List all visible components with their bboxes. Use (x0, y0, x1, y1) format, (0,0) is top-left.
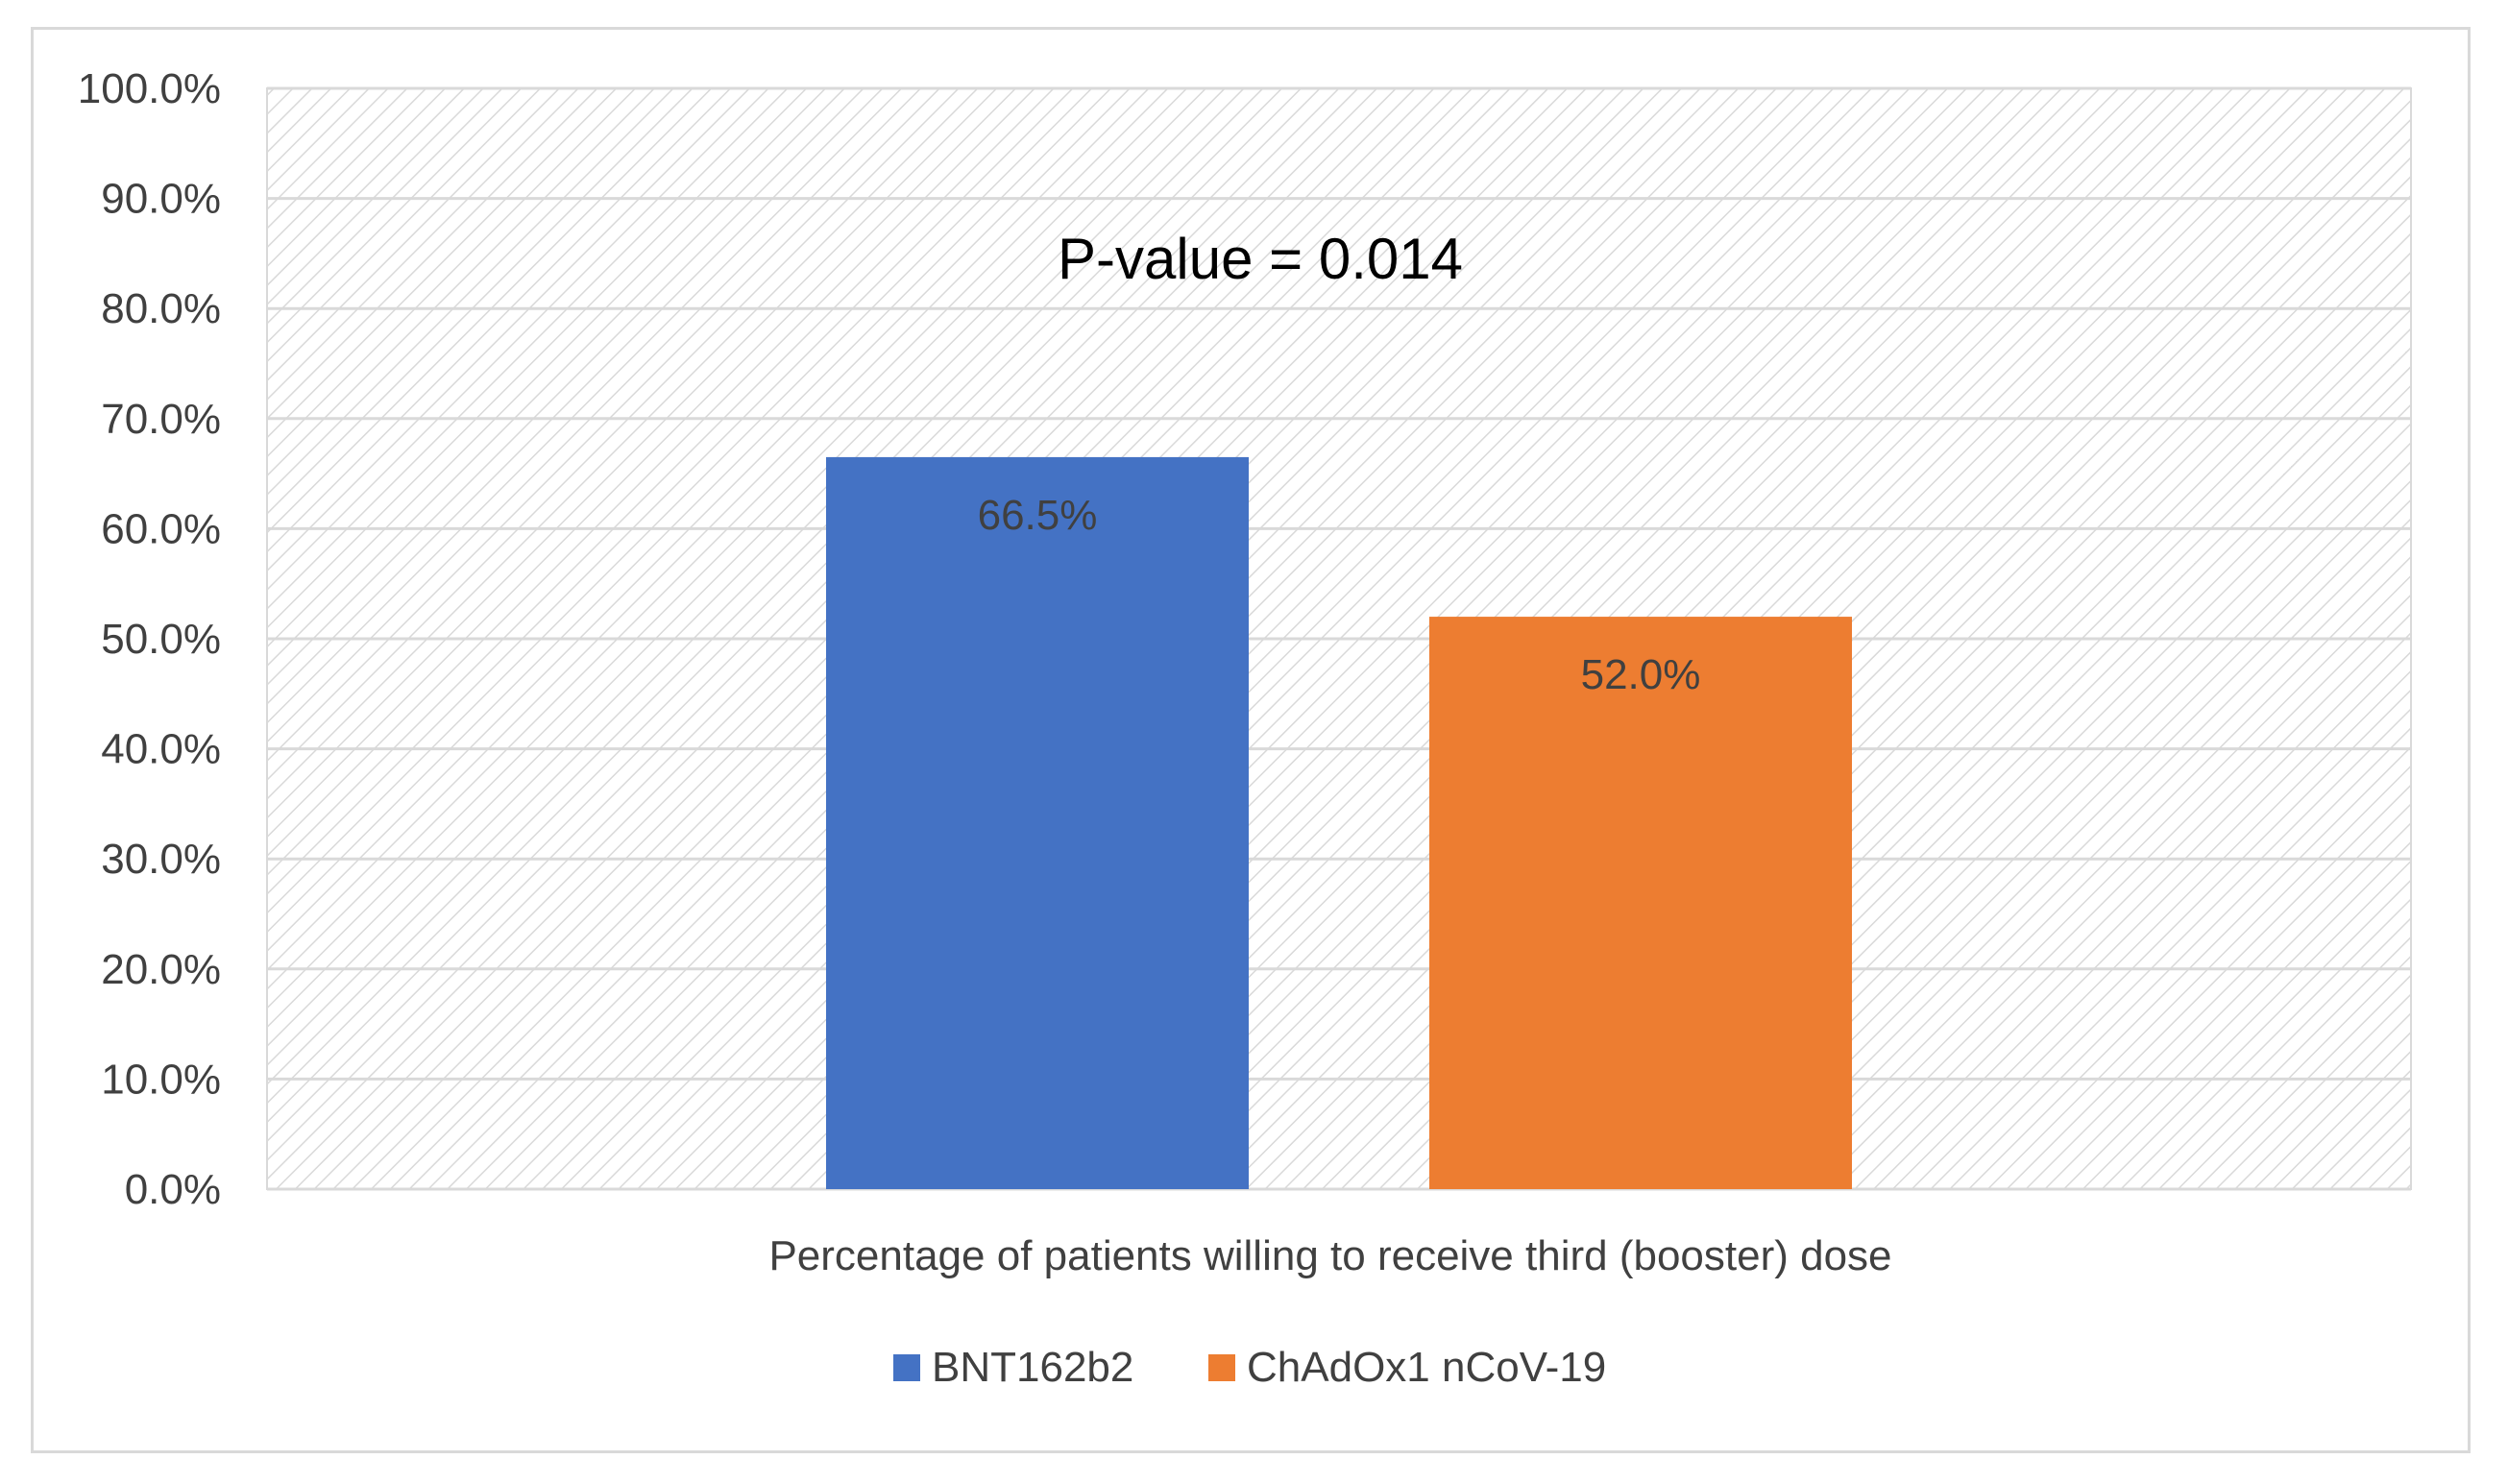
gridlines (267, 86, 2411, 1191)
y-tick-label: 10.0% (101, 1056, 221, 1103)
legend-swatch-bnt162b2 (893, 1354, 920, 1381)
bar-bnt162b2 (826, 456, 1249, 1189)
y-tick-label: 70.0% (101, 396, 221, 443)
category-label: Percentage of patients willing to receiv… (768, 1232, 1891, 1279)
y-tick-label: 0.0% (125, 1166, 221, 1213)
y-tick-label: 20.0% (101, 946, 221, 993)
data-label: 52.0% (1581, 651, 1701, 698)
y-tick-label: 60.0% (101, 505, 221, 552)
data-label: 66.5% (978, 492, 1098, 539)
y-tick-label: 30.0% (101, 836, 221, 883)
legend-swatch-chadox1 (1208, 1354, 1235, 1381)
y-tick-label: 100.0% (78, 65, 221, 112)
y-axis: 0.0% 10.0% 20.0% 30.0% 40.0% 50.0% 60.0% 70.0% 8… (78, 65, 221, 1213)
legend-label-chadox1: ChAdOx1 nCoV-19 (1247, 1344, 1606, 1391)
y-tick-label: 80.0% (101, 285, 221, 332)
y-tick-label: 50.0% (101, 616, 221, 663)
bars (826, 456, 1852, 1189)
legend-label-bnt162b2: BNT162b2 (932, 1344, 1133, 1391)
legend: BNT162b2 ChAdOx1 nCoV-19 (893, 1344, 1606, 1391)
y-tick-label: 90.0% (101, 176, 221, 223)
data-labels: 66.5% 52.0% (978, 492, 1701, 698)
y-tick-label: 40.0% (101, 726, 221, 773)
p-value-annotation: P-value = 0.014 (1058, 227, 1463, 291)
bar-chadox1-ncov-19 (1429, 617, 1852, 1189)
